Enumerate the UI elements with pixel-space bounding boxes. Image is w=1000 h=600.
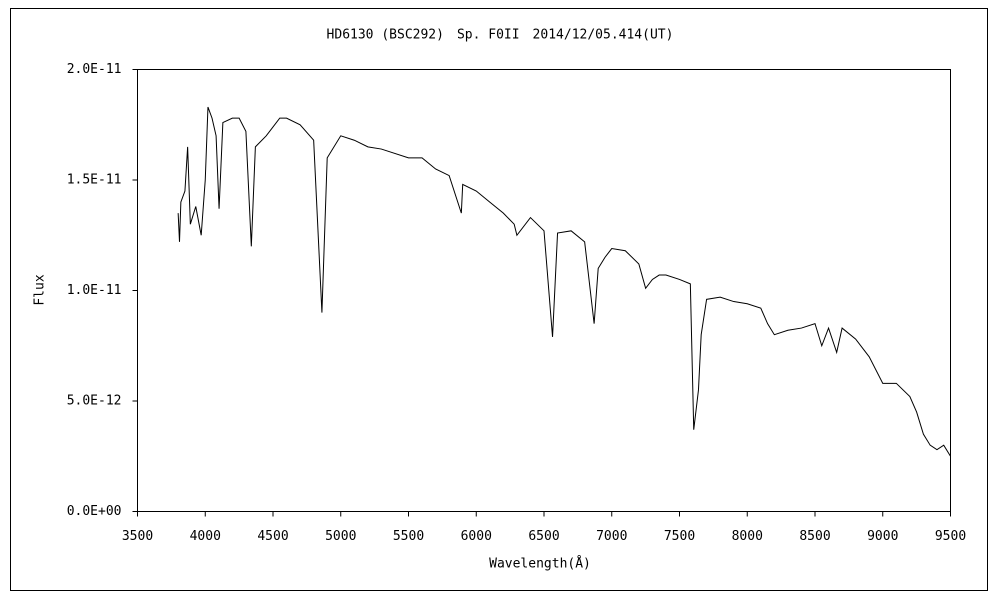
x-tick-label: 6000 — [461, 529, 492, 544]
x-tick-label: 3500 — [122, 529, 153, 544]
x-tick-label: 6500 — [528, 529, 559, 544]
y-tick-label: 2.0E-11 — [67, 62, 122, 77]
plot-frame — [137, 69, 951, 512]
outer-frame — [10, 8, 988, 591]
x-tick-label: 7000 — [596, 529, 627, 544]
x-tick-label: 9000 — [867, 529, 898, 544]
x-tick-label: 8000 — [732, 529, 763, 544]
x-axis-label: Wavelength(Å) — [489, 556, 591, 572]
x-tick-label: 9500 — [935, 529, 966, 544]
y-tick-label: 5.0E-12 — [67, 394, 122, 409]
x-tick-label: 4000 — [190, 529, 221, 544]
x-tick-label: 7500 — [664, 529, 695, 544]
x-tick-label: 5500 — [393, 529, 424, 544]
y-axis-label: Flux — [33, 274, 48, 305]
x-tick-label: 4500 — [257, 529, 288, 544]
y-tick-label: 1.5E-11 — [67, 173, 122, 188]
x-tick-label: 8500 — [799, 529, 830, 544]
y-tick-label: 1.0E-11 — [67, 283, 122, 298]
spectrum-line — [177, 106, 951, 457]
y-tick-label: 0.0E+00 — [67, 504, 122, 519]
chart-title: HD6130 (BSC292) Sp. F0II 2014/12/05.414(… — [327, 28, 674, 43]
x-tick-label: 5000 — [325, 529, 356, 544]
